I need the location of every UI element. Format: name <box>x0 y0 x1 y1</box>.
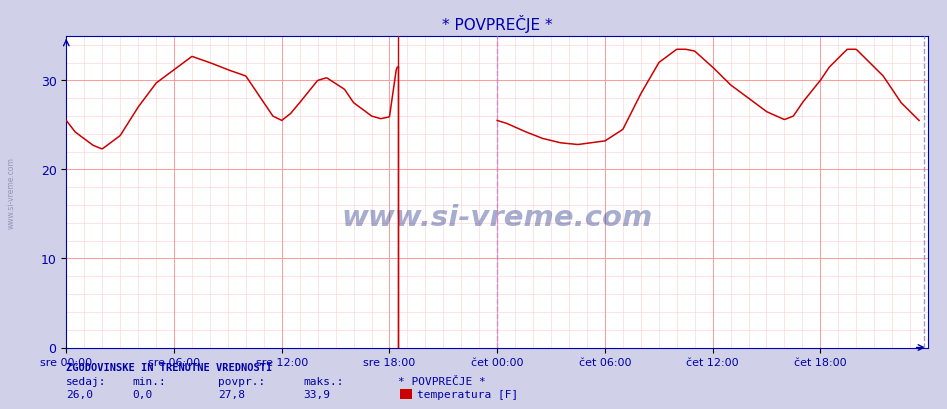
Text: ZGODOVINSKE IN TRENUTNE VREDNOSTI: ZGODOVINSKE IN TRENUTNE VREDNOSTI <box>66 362 273 372</box>
Text: maks.:: maks.: <box>303 375 344 386</box>
Text: temperatura [F]: temperatura [F] <box>417 389 518 399</box>
Text: sedaj:: sedaj: <box>66 375 107 386</box>
Text: 33,9: 33,9 <box>303 389 331 399</box>
Text: 0,0: 0,0 <box>133 389 152 399</box>
Text: 27,8: 27,8 <box>218 389 245 399</box>
Text: * POVPREČJE *: * POVPREČJE * <box>398 375 486 386</box>
Text: povpr.:: povpr.: <box>218 375 265 386</box>
Text: 26,0: 26,0 <box>66 389 94 399</box>
Text: www.si-vreme.com: www.si-vreme.com <box>7 156 16 228</box>
Title: * POVPREČJE *: * POVPREČJE * <box>442 15 552 33</box>
Text: min.:: min.: <box>133 375 167 386</box>
Text: www.si-vreme.com: www.si-vreme.com <box>342 203 652 231</box>
